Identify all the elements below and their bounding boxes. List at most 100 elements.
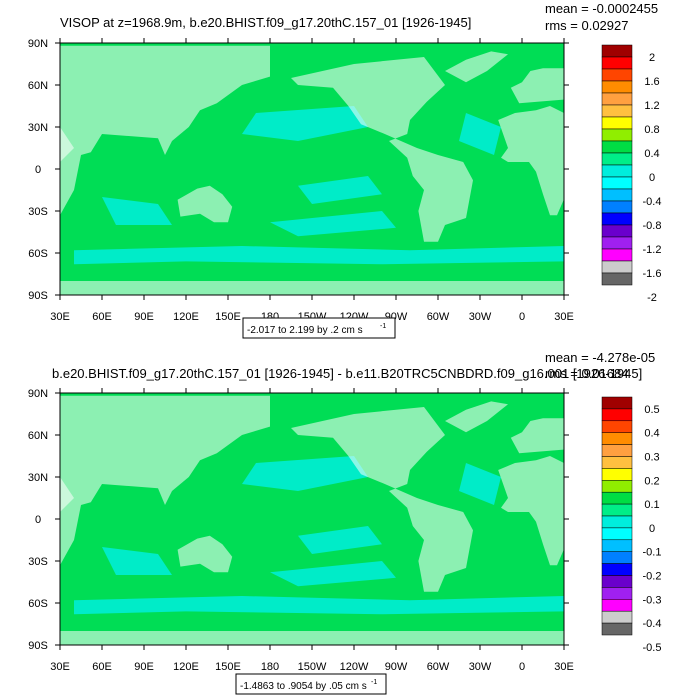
colorbar-swatch [601,44,633,58]
range-note-box [242,317,396,339]
x-tick-label: 60W [427,661,450,673]
colorbar-label: -0.4 [643,618,662,630]
land-mask-3 [177,535,233,573]
colorbar-label: -0.1 [643,547,662,559]
x-tick-label: 30E [50,311,70,323]
y-tick-label: 30S [28,556,48,568]
colorbar-swatch [601,212,633,226]
land-mask-4 [291,57,473,242]
colorbar-label: -0.8 [643,220,662,232]
rms-stat: rms = 0.01684 [545,366,628,381]
y-tick-label: 90S [28,290,48,302]
colorbar-swatch [601,599,633,612]
x-tick-label: 0 [519,661,525,673]
colorbar-label: 0.2 [644,475,659,487]
colorbar-label: 1.2 [644,100,659,112]
colorbar-swatch [601,104,633,118]
mean-stat: mean = -4.278e-05 [545,350,655,365]
colorbar-swatch [601,396,633,410]
x-tick-label: 60E [92,661,112,673]
land-mask-2 [60,127,74,162]
mean-stat: mean = -0.0002455 [545,1,658,16]
land-mask-2 [60,477,74,512]
colorbar-label: -0.2 [643,571,662,583]
x-tick-label: 30W [469,661,492,673]
chart-panel-2: 30E 60E 90E 120E 150E 180 150W 120W 90W 60W 30W 0 30… [28,350,662,695]
x-tick-label: 30E [554,661,574,673]
colorbar-swatch [601,260,633,274]
land-mask-1 [60,395,270,566]
colorbar-label: 2 [649,52,655,64]
y-tick-label: 60S [28,598,48,610]
colorbar-swatch [601,80,633,94]
colorbar-swatch [601,420,633,433]
colorbar-swatch [601,563,633,576]
y-tick-label: 0 [35,514,41,526]
colorbar-label: 0 [649,523,655,535]
y-tick-label: 90N [28,38,48,50]
colorbar-swatch [601,164,633,178]
colorbar-label: 0.1 [644,499,659,511]
colorbar-label: -1.6 [643,268,662,280]
colorbar-swatch [601,527,633,541]
y-tick-label: 30N [28,122,48,134]
light-band-2 [270,211,396,237]
land-mask-7 [445,51,508,83]
colorbar-swatch [601,432,633,445]
colorbar-swatch [601,236,633,250]
land-mask-8 [60,631,564,645]
colorbar-swatch [601,224,633,238]
colorbar-swatch [601,503,633,517]
x-tick-label: 60E [92,311,112,323]
light-band-4 [459,463,501,505]
range-note-box [235,673,387,695]
light-band-2 [270,561,396,587]
x-tick-label: 90E [134,311,154,323]
land-mask-6 [510,418,571,454]
colorbar-swatch [601,575,633,588]
x-tick-label: 0 [519,311,525,323]
colorbar-swatch [601,408,633,422]
colorbar-swatch [601,116,633,130]
x-tick-label: 30W [469,311,492,323]
colorbar-swatch [601,480,633,493]
x-tick-label: 90E [134,661,154,673]
x-tick-label: 150E [215,311,241,323]
colorbar-swatch [601,92,633,106]
land-mask-5 [498,456,571,566]
range-note: -2.017 to 2.199 by .2 cm s [247,325,363,336]
land-mask-7 [445,401,508,433]
colorbar-swatch [601,200,633,214]
land-mask-6 [510,68,571,104]
light-band-1 [74,596,564,615]
light-band-4 [459,113,501,155]
colorbar-swatch [601,176,633,190]
colorbar-label: 0.5 [644,404,659,416]
y-tick-label: 60N [28,430,48,442]
colorbar-label: 0.8 [644,124,659,136]
land-mask-5 [498,106,571,216]
colorbar-label: -0.5 [643,642,662,654]
y-tick-label: 30S [28,206,48,218]
range-note-exponent: -1 [380,323,386,330]
colorbar-swatch [601,56,633,70]
colorbar-label: -0.3 [643,594,662,606]
range-note-exponent: -1 [371,679,377,686]
light-band-5 [102,197,172,225]
range-note: -1.4863 to .9054 by .05 cm s [240,681,367,692]
colorbar: 2 1.6 1.2 0.8 0.4 0 -0.4 -0.8 -1.2 -1.6 -2 [601,44,662,304]
light-band-6 [298,526,382,554]
colorbar-swatch [601,551,633,564]
colorbar-swatch [601,515,633,529]
colorbar-swatch [601,491,633,505]
y-tick-label: 30N [28,472,48,484]
chart-panel-1: 30E 60E 90E 120E 150E 180 150W 120W 90W 60W 30W 0 30… [28,1,662,339]
colorbar-swatch [601,456,633,469]
rms-stat: rms = 0.02927 [545,18,628,33]
chart-title: b.e20.BHIST.f09_g17.20thC.157_01 [1926-1… [52,366,642,381]
colorbar-label: 1.6 [644,76,659,88]
light-band-1 [74,246,564,265]
colorbar-swatch [601,444,633,457]
colorbar-swatch [601,152,633,166]
